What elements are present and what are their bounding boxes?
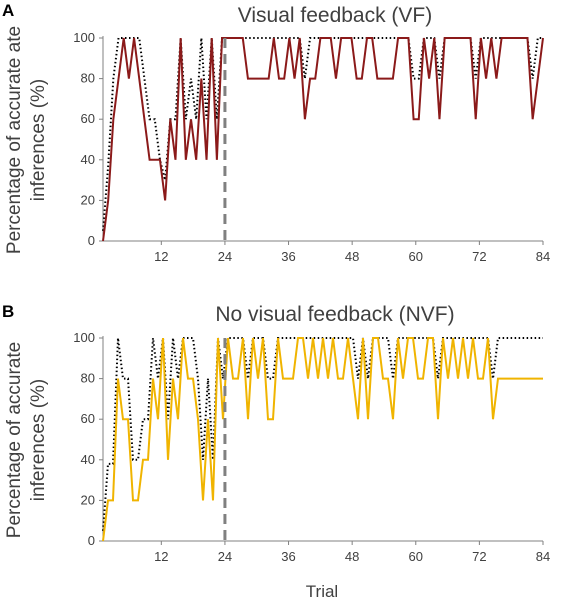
panel-b-x-tick-label: 72 [472,549,486,564]
panel-b-y-tick-label: 0 [88,533,95,548]
panel-b-x-tick-label: 48 [345,549,359,564]
panel-a-series-solid-line [102,37,544,242]
panel-b-y-tick-label: 80 [81,371,95,386]
panel-b-series-solid-line [102,337,543,542]
panel-b-y-tick-label: 40 [81,452,95,467]
panel-a-ylabel-line2: inferences (%) [28,79,49,202]
panel-b-y-tick-label: 20 [81,492,95,507]
panel-a-y-tick-label: 60 [81,111,95,126]
panel-letter-a: A [2,1,14,20]
panel-a-x-tick-label: 12 [154,249,168,264]
panel-letter-b: B [2,302,14,321]
panel-a-y-tick-label: 0 [88,233,95,248]
panel-b-x-tick-label: 60 [409,549,423,564]
panel-a-x-tick-label: 60 [409,249,423,264]
panel-b-title: No visual feedback (NVF) [215,303,454,326]
panel-a: A Visual feedback (VF) Percentage of acc… [2,1,550,264]
panel-a-y-tick-label: 100 [73,30,95,45]
panel-a-x-tick-label: 36 [281,249,295,264]
panel-b-x-tick-label: 36 [281,549,295,564]
panel-b-y-tick-label: 100 [73,330,95,345]
panel-a-y-tick-label: 40 [81,152,95,167]
panel-b: B No visual feedback (NVF) Percentage of… [2,302,550,564]
panel-a-x-tick-label: 48 [345,249,359,264]
panel-b-x-tick-label: 84 [536,549,550,564]
panel-b-x-tick-label: 24 [218,549,232,564]
panel-a-title: Visual feedback (VF) [238,4,433,27]
panel-a-x-tick-label: 24 [218,249,232,264]
panel-a-x-tick-label: 72 [472,249,486,264]
panel-b-ylabel-line2: inferences (%) [28,379,49,502]
panel-a-x-tick-label: 84 [536,249,550,264]
panel-b-x-tick-label: 12 [154,549,168,564]
panel-b-y-tick-label: 60 [81,411,95,426]
panel-a-y-tick-label: 20 [81,192,95,207]
x-axis-label: Trial [306,582,338,601]
panel-a-ylabel-line1: Percentage of accurate ate [4,26,25,254]
panel-a-y-tick-label: 80 [81,71,95,86]
panel-b-ylabel-line1: Percentage of accurate [4,342,25,538]
